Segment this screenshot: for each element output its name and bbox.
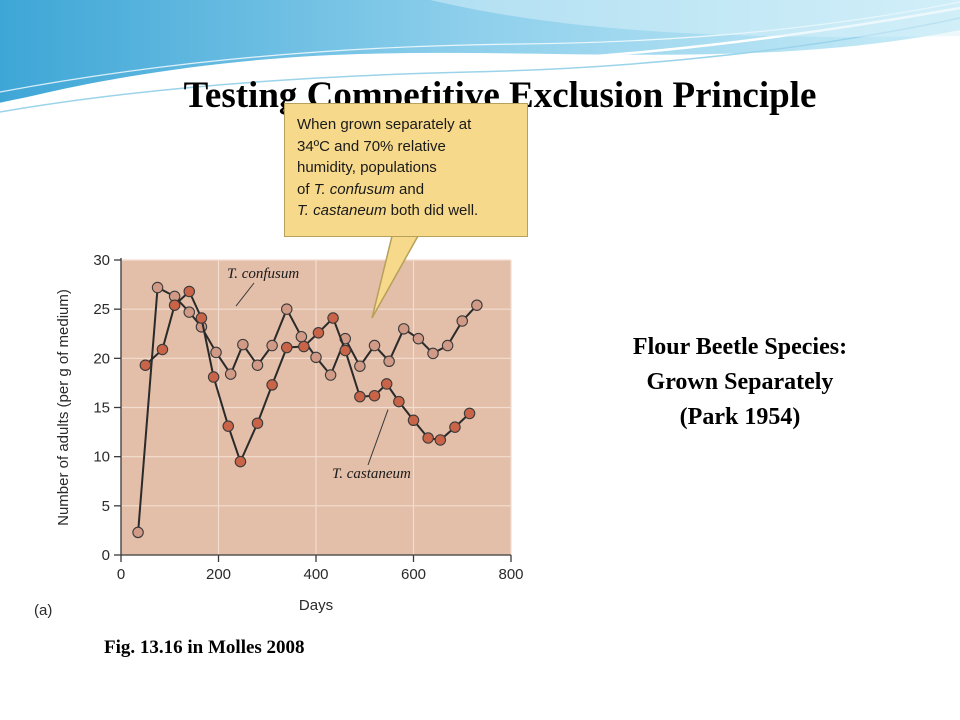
y-tick-label: 15 xyxy=(93,400,110,417)
data-point-confusum xyxy=(412,332,425,345)
data-point-confusum xyxy=(281,303,293,315)
series-label-confusum: T. confusum xyxy=(227,266,299,282)
data-point-castaneum xyxy=(266,379,278,391)
series-label-castaneum: T. castaneum xyxy=(332,466,411,482)
data-point-castaneum xyxy=(281,341,293,354)
figure-source: Fig. 13.16 in Molles 2008 xyxy=(104,637,305,658)
annotation-callout: When grown separately at 34ºC and 70% re… xyxy=(284,103,528,237)
data-point-castaneum xyxy=(463,407,476,420)
data-point-castaneum xyxy=(327,312,339,324)
panel-label: (a) xyxy=(34,602,52,619)
data-point-confusum xyxy=(251,359,264,371)
x-tick-label: 800 xyxy=(498,566,523,583)
data-point-confusum xyxy=(383,355,395,368)
data-point-castaneum xyxy=(339,344,351,357)
data-point-castaneum xyxy=(251,417,264,429)
y-tick-label: 10 xyxy=(93,449,110,466)
line-chart: 0 5 10 15 20 25 30 0 200 400 600 800 Days Number of a… xyxy=(34,252,524,619)
axes xyxy=(114,258,512,562)
data-point-confusum xyxy=(132,526,144,539)
data-point-confusum xyxy=(183,306,196,318)
data-point-castaneum xyxy=(434,434,447,446)
data-point-castaneum xyxy=(393,395,405,408)
callout-line-5: T. castaneum both did well. xyxy=(297,202,479,219)
data-point-castaneum xyxy=(422,432,434,444)
data-point-confusum xyxy=(441,339,454,352)
data-point-castaneum xyxy=(139,359,152,371)
caption-line-2: Grown Separately xyxy=(646,369,834,395)
callout-line-4: of T. confusum and xyxy=(297,180,425,198)
series-pointer-castaneum xyxy=(367,409,389,466)
data-point-castaneum xyxy=(407,414,420,427)
data-point-castaneum xyxy=(156,343,169,356)
caption-line-3: (Park 1954) xyxy=(679,404,801,430)
figure-panel: 0 5 10 15 20 25 30 0 200 400 600 800 Days Number of a… xyxy=(28,225,568,635)
data-point-confusum xyxy=(397,323,410,335)
data-point-confusum xyxy=(210,346,222,359)
data-point-castaneum xyxy=(380,378,393,390)
data-point-castaneum xyxy=(368,389,381,402)
callout-line-1: When grown separately at xyxy=(297,116,472,133)
series-pointer-confusum xyxy=(235,282,255,307)
data-point-confusum xyxy=(224,368,237,380)
callout-line-2: 34ºC and 70% relative xyxy=(297,137,446,155)
data-point-confusum xyxy=(354,360,366,372)
data-point-castaneum xyxy=(222,420,235,432)
data-point-castaneum xyxy=(183,285,196,298)
labels: 0 5 10 15 20 25 30 0 200 400 600 800 Days Number of a… xyxy=(34,252,524,619)
data-point-castaneum xyxy=(234,455,247,468)
series-layer xyxy=(132,281,483,539)
x-axis-title: Days xyxy=(299,597,333,614)
y-tick-label: 30 xyxy=(93,252,110,269)
data-point-castaneum xyxy=(168,299,181,311)
x-tick-label: 400 xyxy=(303,566,328,583)
data-point-confusum xyxy=(237,338,249,351)
y-axis-title: Number of adults (per g of medium) xyxy=(55,289,72,526)
data-point-castaneum xyxy=(195,312,208,324)
caption-line-1: Flour Beetle Species: xyxy=(632,334,848,360)
y-tick-label: 0 xyxy=(102,547,110,564)
data-point-confusum xyxy=(266,339,278,352)
data-point-castaneum xyxy=(312,327,325,339)
y-tick-label: 25 xyxy=(93,301,110,318)
x-tick-label: 200 xyxy=(206,566,231,583)
data-point-confusum xyxy=(368,339,381,352)
y-tick-label: 20 xyxy=(93,350,110,367)
data-point-confusum xyxy=(151,281,164,294)
data-point-castaneum xyxy=(449,421,461,433)
data-point-confusum xyxy=(295,330,308,343)
data-point-confusum xyxy=(456,315,468,327)
callout-line-3: humidity, populations xyxy=(297,159,437,176)
x-tick-label: 0 xyxy=(117,566,125,583)
data-point-confusum xyxy=(324,369,337,381)
y-tick-label: 5 xyxy=(102,498,110,515)
x-tick-label: 600 xyxy=(401,566,426,583)
data-point-confusum xyxy=(427,347,439,360)
side-caption: Flour Beetle Species: Grown Separately (… xyxy=(560,330,920,435)
header-wave-decoration xyxy=(0,0,960,113)
data-point-confusum xyxy=(471,299,483,311)
data-point-castaneum xyxy=(207,371,220,383)
data-point-castaneum xyxy=(298,340,310,353)
data-point-confusum xyxy=(310,351,322,364)
data-point-castaneum xyxy=(354,390,366,403)
